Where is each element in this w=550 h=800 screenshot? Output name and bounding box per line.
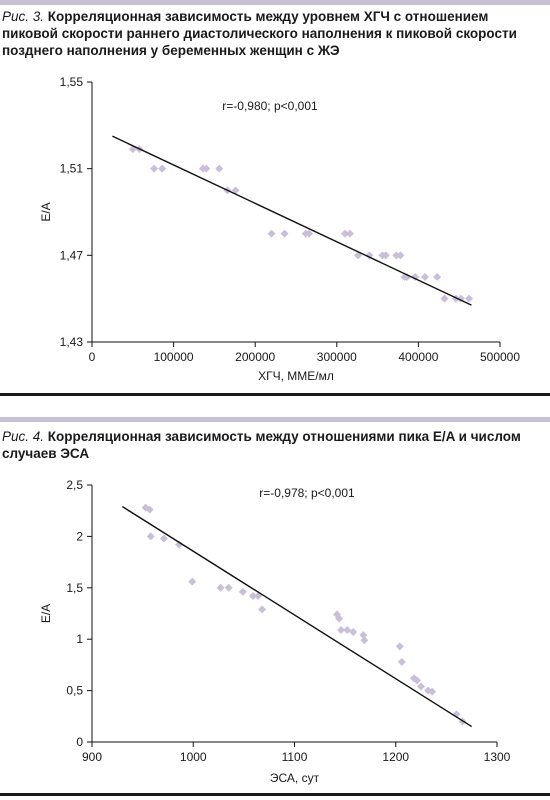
data-point: [349, 628, 358, 637]
data-point: [146, 532, 155, 541]
data-point: [258, 605, 267, 614]
data-point: [335, 614, 344, 623]
trend-line: [112, 135, 472, 306]
figure-3-caption: Рис. 3. Корреляционная зависимость между…: [2, 8, 542, 59]
data-point: [202, 164, 211, 173]
figure-4-caption: Рис. 4. Корреляционная зависимость между…: [2, 428, 542, 462]
y-tick-label: 2,5: [66, 478, 83, 492]
y-tick-label: 0: [76, 735, 83, 749]
data-point: [340, 229, 349, 238]
y-tick-label: 0,5: [66, 684, 83, 698]
data-point: [215, 164, 224, 173]
x-tick-label: 1000: [180, 750, 207, 764]
x-tick-label: 1200: [382, 750, 409, 764]
data-point: [360, 636, 369, 645]
y-tick-label: 1,43: [60, 335, 84, 349]
x-axis-title: ХГЧ, МME/мл: [258, 369, 334, 383]
data-point: [158, 164, 167, 173]
figure-4-bottom-rule: [0, 793, 550, 796]
data-point: [280, 229, 289, 238]
figure-3-label: Рис. 3.: [2, 9, 45, 24]
x-tick-label: 100000: [154, 350, 194, 364]
figure-3-top-rule: [0, 0, 550, 5]
figure-3-chart: 1,43 1,47 1,51 1,55 0 100000 200000 300000 40000…: [39, 75, 520, 383]
data-point: [343, 625, 352, 634]
data-point: [452, 710, 461, 719]
x-tick-label: 500000: [480, 350, 520, 364]
data-point: [395, 642, 404, 651]
data-point: [267, 229, 276, 238]
data-point: [216, 583, 225, 592]
data-point: [128, 145, 137, 154]
y-tick-label: 1,51: [60, 162, 84, 176]
figure-4-top-rule: [0, 417, 550, 422]
data-point: [145, 505, 154, 514]
data-point: [224, 583, 233, 592]
data-point: [397, 657, 406, 666]
data-point: [238, 587, 247, 596]
x-tick-label: 300000: [317, 350, 357, 364]
data-point: [254, 592, 263, 601]
x-tick-label: 200000: [235, 350, 275, 364]
data-point: [417, 682, 426, 691]
data-point: [333, 610, 342, 619]
figure-3-title: Корреляционная зависимость между уровнем…: [2, 9, 517, 58]
trend-line: [122, 505, 473, 728]
x-tick-label: 400000: [398, 350, 438, 364]
y-tick-label: 1,5: [66, 581, 83, 595]
data-point: [231, 186, 240, 195]
data-point: [175, 540, 184, 549]
data-point: [248, 592, 257, 601]
figure-4-label: Рис. 4.: [2, 429, 45, 444]
x-tick-label: 1100: [282, 750, 308, 764]
x-axis-title: ЭСА, сут: [270, 771, 320, 785]
data-point: [150, 164, 159, 173]
data-point: [396, 251, 405, 260]
data-point: [392, 251, 401, 260]
data-point: [413, 676, 422, 685]
correlation-annotation: r=-0,980; p<0,001: [222, 99, 318, 113]
data-point: [456, 294, 465, 303]
data-point: [381, 251, 390, 260]
figure-4-title: Корреляционная зависимость между отношен…: [2, 429, 521, 461]
data-point: [428, 687, 437, 696]
data-point: [305, 229, 314, 238]
data-point: [359, 631, 368, 640]
data-point: [433, 273, 442, 281]
y-tick-label: 2: [76, 529, 83, 543]
figure-4-chart: 0 0,5 1 1,5 2 2,5 900 1000 1100 1200 1300 ЭСА, сут E…: [39, 478, 511, 785]
x-tick-label: 1300: [484, 750, 511, 764]
data-point: [159, 534, 168, 543]
figure-3-bottom-rule: [0, 393, 550, 396]
data-point: [337, 625, 346, 634]
correlation-annotation: r=-0,978; p<0,001: [259, 486, 355, 500]
data-point: [440, 294, 449, 303]
data-point: [188, 577, 197, 586]
y-axis-title: E/A: [39, 604, 53, 623]
y-tick-label: 1,55: [60, 75, 84, 89]
data-point: [464, 294, 473, 303]
data-point: [409, 674, 418, 683]
x-tick-label: 0: [89, 350, 96, 364]
y-tick-label: 1,47: [60, 248, 84, 262]
data-point: [420, 273, 429, 281]
data-point: [345, 229, 354, 238]
x-tick-label: 900: [82, 750, 102, 764]
y-tick-label: 1: [76, 632, 83, 646]
y-axis-title: E/A: [39, 202, 53, 221]
